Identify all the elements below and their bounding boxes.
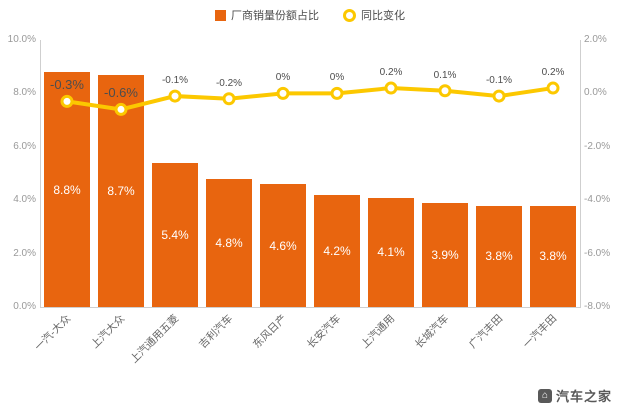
line-point-marker[interactable] — [492, 89, 506, 103]
bar-value-label: 3.8% — [485, 249, 513, 264]
bar-value-label: 8.7% — [107, 183, 135, 198]
line-point-marker[interactable] — [276, 86, 290, 100]
bar-长安汽车[interactable] — [314, 194, 360, 307]
right-axis-tick-label: -6.0% — [584, 247, 611, 259]
x-axis-category-label: 上汽大众 — [88, 312, 127, 351]
line-point-marker[interactable] — [60, 94, 74, 108]
right-axis-tick-label: -4.0% — [584, 194, 611, 206]
line-value-label: -0.3% — [50, 77, 84, 93]
bar-吉利汽车[interactable] — [206, 178, 252, 307]
line-value-label: 0.1% — [433, 69, 457, 81]
x-axis-category-label: 一汽-大众 — [32, 312, 74, 354]
line-point-marker[interactable] — [384, 81, 398, 95]
x-axis-category-label: 上汽通用五菱 — [127, 312, 181, 366]
legend-bar-label: 厂商销量份额占比 — [231, 10, 319, 22]
line-point-marker[interactable] — [438, 84, 452, 98]
bar-长城汽车[interactable] — [422, 202, 468, 307]
bar-value-label: 3.8% — [539, 249, 567, 264]
x-axis-category-label: 长安汽车 — [304, 312, 343, 351]
bar-value-label: 4.1% — [377, 245, 405, 260]
line-value-label: 0.2% — [379, 67, 403, 79]
line-point-marker[interactable] — [222, 92, 236, 106]
bar-东风日产[interactable] — [260, 184, 306, 307]
right-axis-tick-label: 2.0% — [584, 34, 607, 45]
line-point-marker[interactable] — [168, 89, 182, 103]
line-value-label: -0.2% — [215, 77, 243, 89]
left-axis-tick-label: 10.0% — [7, 34, 36, 45]
line-value-label: -0.6% — [104, 85, 138, 101]
bar-value-label: 3.9% — [431, 247, 459, 262]
x-axis-category-label: 一汽丰田 — [520, 312, 559, 351]
right-axis-tick-label: -8.0% — [584, 301, 611, 312]
left-axis-tick-label: 6.0% — [13, 140, 36, 152]
x-axis-category-label: 吉利汽车 — [196, 312, 235, 351]
bar-上汽通用[interactable] — [368, 197, 414, 307]
axis-right-line — [580, 40, 581, 307]
line-point-marker[interactable] — [330, 86, 344, 100]
legend-item-bar-series[interactable]: 厂商销量份额占比 — [215, 7, 319, 23]
x-axis-category-label: 东风日产 — [250, 312, 289, 351]
bar-value-label: 4.6% — [269, 238, 297, 253]
legend-line-label: 同比变化 — [361, 10, 405, 22]
bar-上汽通用五菱[interactable] — [152, 162, 198, 307]
line-point-marker[interactable] — [546, 81, 560, 95]
watermark-text: 汽车之家 — [555, 389, 612, 404]
line-value-label: 0% — [329, 72, 345, 84]
left-axis-tick-label: 0.0% — [13, 301, 36, 312]
left-axis-tick-label: 8.0% — [13, 87, 36, 99]
bar-series-swatch-icon — [215, 9, 226, 21]
autohome-logo-icon: ⌂ — [537, 388, 552, 403]
bar-value-label: 4.8% — [215, 235, 243, 250]
line-value-label: -0.1% — [485, 75, 513, 87]
axis-left-line — [40, 40, 41, 307]
chart-legend: 厂商销量份额占比 同比变化 — [0, 7, 620, 23]
x-axis-category-label: 广汽丰田 — [466, 312, 505, 351]
left-axis-tick-label: 4.0% — [13, 194, 36, 206]
legend-item-line-series[interactable]: 同比变化 — [343, 7, 405, 23]
x-axis-category-label: 长城汽车 — [412, 312, 451, 351]
line-value-label: 0% — [275, 72, 291, 84]
right-axis-tick-label: 0.0% — [584, 87, 607, 99]
line-value-label: 0.2% — [541, 67, 565, 79]
line-series-marker-icon — [343, 8, 356, 22]
line-point-marker[interactable] — [114, 102, 128, 116]
bar-value-label: 4.2% — [323, 243, 351, 258]
left-axis-tick-label: 2.0% — [13, 247, 36, 259]
right-axis-tick-label: -2.0% — [584, 140, 611, 152]
axis-bottom-line — [40, 307, 581, 308]
bar-广汽丰田[interactable] — [476, 205, 522, 307]
watermark: ⌂ 汽车之家 — [537, 386, 612, 405]
bar-一汽丰田[interactable] — [530, 205, 576, 307]
bar-value-label: 8.8% — [53, 182, 81, 197]
line-value-label: -0.1% — [161, 75, 189, 87]
bar-value-label: 5.4% — [161, 227, 189, 242]
x-axis-category-label: 上汽通用 — [358, 312, 397, 351]
